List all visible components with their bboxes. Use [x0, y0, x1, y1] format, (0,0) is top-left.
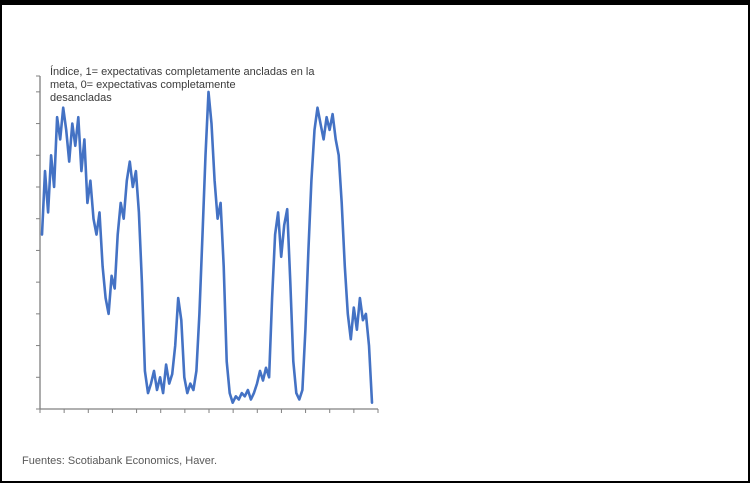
data-line	[40, 90, 374, 405]
chart-annotation: Índice, 1= expectativas completamente an…	[50, 66, 380, 105]
annotation-line-1: Índice, 1= expectativas completamente an…	[50, 66, 315, 78]
annotation-line-2: meta, 0= expectativas completamente	[50, 79, 236, 91]
annotation-line-3: desancladas	[50, 92, 112, 104]
source-note: Fuentes: Scotiabank Economics, Haver.	[22, 455, 218, 467]
